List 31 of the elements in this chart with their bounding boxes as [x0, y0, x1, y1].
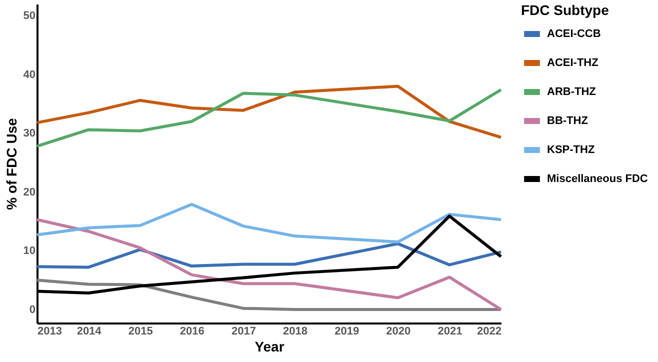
legend-title: FDC Subtype [521, 2, 610, 18]
x-tick-label: 2013 [38, 326, 62, 338]
x-tick-label: 2020 [386, 326, 411, 338]
legend-label: ACEI-CCB [547, 28, 601, 40]
line-series [36, 84, 502, 139]
y-tick-label: 20 [23, 186, 36, 198]
line-series [36, 88, 502, 148]
x-tick-label: 2022 [477, 326, 502, 338]
x-axis-title: Year [254, 338, 285, 354]
y-tick-label: 30 [23, 128, 36, 140]
x-tick-label: 2018 [283, 326, 308, 338]
x-tick-label: 2021 [438, 326, 462, 338]
y-tick-label: 10 [23, 245, 36, 258]
legend-label: ACEI-THZ [547, 57, 599, 69]
y-axis-title: % of FDC Use [3, 118, 20, 210]
x-tick-label: 2019 [334, 326, 360, 338]
y-tick-label: 40 [23, 68, 36, 81]
y-tick-label: 0 [29, 304, 36, 316]
x-tick-label: 2014 [76, 326, 102, 338]
y-tick-label: 50 [23, 10, 36, 22]
x-tick-label: 2015 [128, 326, 153, 338]
x-tick-label: 2017 [231, 326, 256, 338]
legend-label: ARB-THZ [547, 86, 596, 98]
line-series [36, 202, 502, 244]
line-series [36, 278, 502, 311]
legend-label: KSP-THZ [547, 144, 595, 156]
line-series [36, 242, 502, 269]
line-series [36, 218, 502, 311]
legend-label: BB-THZ [547, 115, 588, 127]
x-tick-label: 2016 [180, 326, 204, 338]
legend-label: Miscellaneous FDC [547, 173, 648, 185]
